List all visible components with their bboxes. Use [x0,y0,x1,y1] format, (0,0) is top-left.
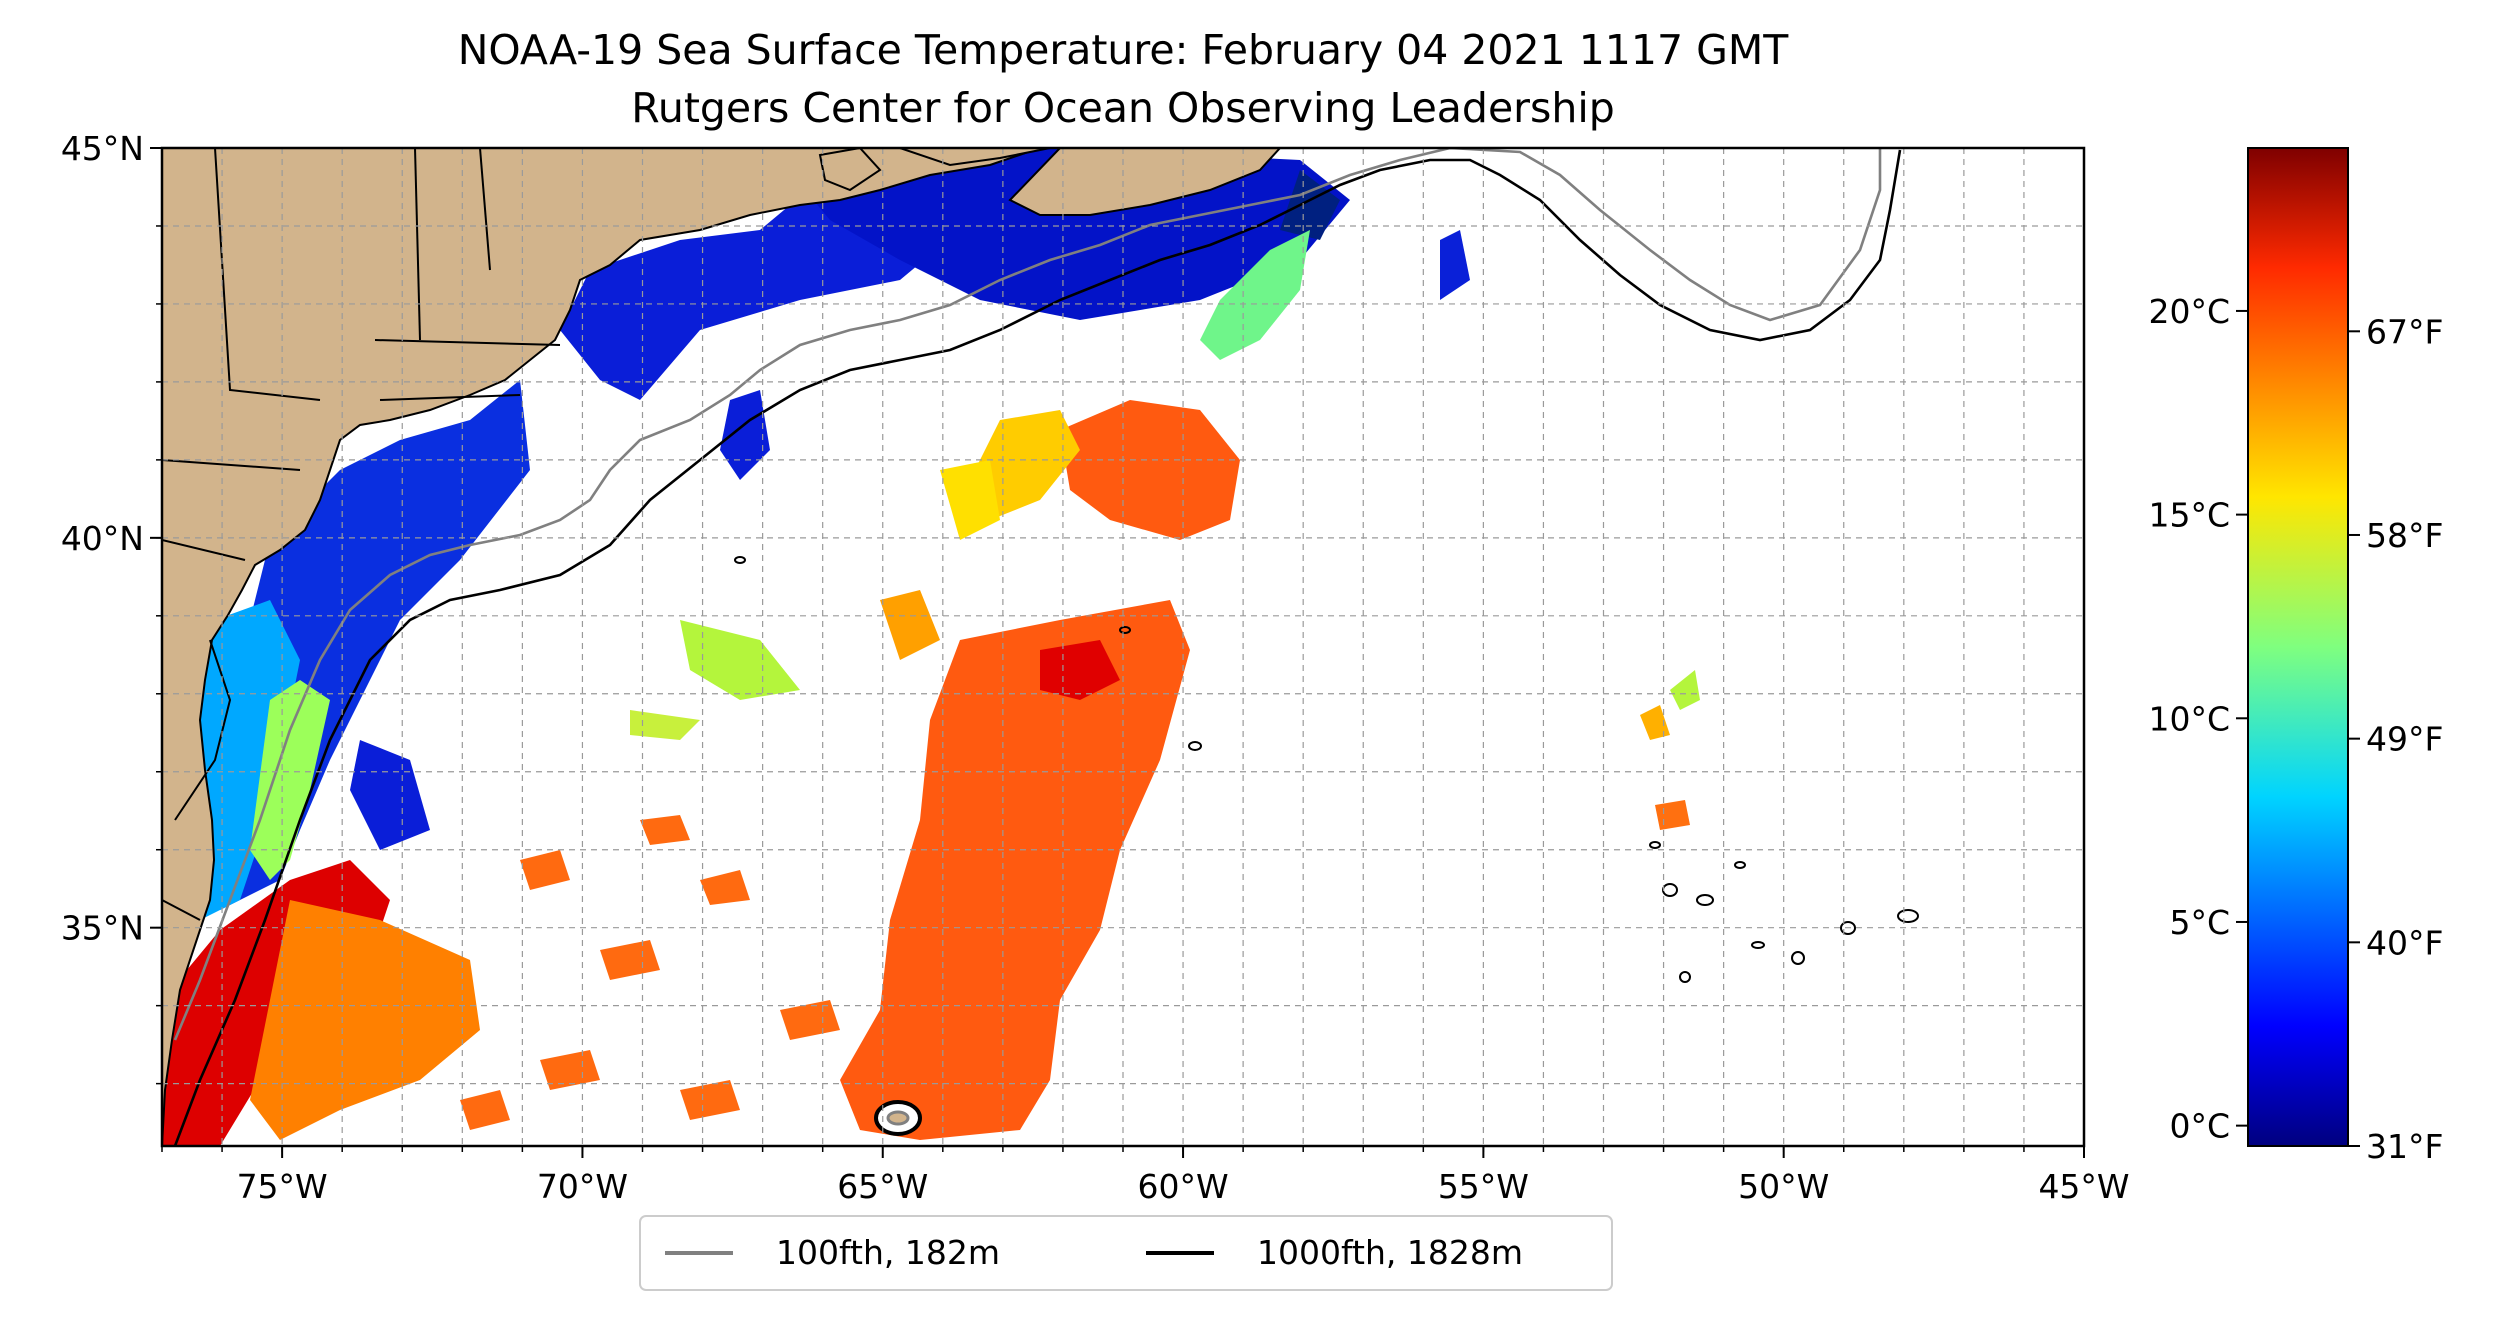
sst-yellow-edge [970,410,1080,520]
land-mainland [162,148,1041,1146]
colorbar-fahrenheit-label: 31°F [2366,1127,2443,1166]
colorbar-fahrenheit-label: 49°F [2366,720,2443,759]
sst-red-core [1040,640,1120,700]
colorbar-celsius-ticks: 0°C 5°C 10°C 15°C 20°C [2148,292,2248,1146]
title-line-2: Rutgers Center for Ocean Observing Leade… [631,84,1615,132]
sst-cold-north-2 [1280,170,1340,240]
latitude-ticks: 45°N 40°N 35°N [61,129,162,1085]
colorbar-gradient [2247,147,2349,1147]
gridlines [162,148,2084,1146]
sst-orange-patch-4 [780,1000,840,1040]
sst-orange-patch-1 [520,850,570,890]
isobath-100fth [173,148,1882,1041]
sst-yellow-edge-2 [940,460,1000,540]
land-nova-scotia [1008,148,1282,216]
sst-patch-blue-1 [720,390,770,480]
lon-tick-label: 65°W [837,1167,928,1206]
sst-lightgreen-2 [630,710,700,740]
colorbar-celsius-label: 20°C [2148,292,2230,331]
sst-green-coastal [250,680,330,880]
colorbar-fahrenheit-label: 67°F [2366,312,2443,351]
lon-tick-label: 60°W [1138,1167,1229,1206]
lon-tick-label: 50°W [1738,1167,1829,1206]
sst-azores-orange [1655,800,1690,830]
sst-azores-green [1670,670,1700,710]
sst-green-slope [1200,230,1310,360]
isobath-legend: 100fth, 182m 1000fth, 1828m [639,1215,1613,1291]
map-area [162,148,2084,1146]
legend-label-100fth: 100fth, 182m [776,1233,1000,1272]
sst-orange-main [840,600,1190,1140]
sst-orange-patch-2 [600,940,660,980]
lat-tick-label: 35°N [61,909,144,948]
colorbar-celsius-label: 0°C [2169,1107,2230,1146]
title-line-1: NOAA-19 Sea Surface Temperature: Februar… [458,26,1790,74]
bermuda-island [874,1100,922,1136]
lat-tick-label: 40°N [61,519,144,558]
colorbar-celsius-label: 15°C [2148,496,2230,535]
sst-orange-patch-6 [680,1080,740,1120]
seamount-outlines [734,556,1919,983]
longitude-ticks: 75°W 70°W 65°W 60°W 55°W 50°W 45°W [161,1146,2130,1206]
sst-orange-patch-5 [540,1050,600,1090]
state-borders [162,148,561,921]
isobath-1000fth [173,149,1902,1146]
colorbar-fahrenheit-ticks: 31°F 40°F 49°F 58°F 67°F [2348,312,2443,1166]
sst-orange-patch-3 [700,870,750,905]
colorbar-celsius-label: 5°C [2169,903,2230,942]
sst-orange-patch-8 [640,815,690,845]
sst-patch-blue-2 [350,740,430,850]
lon-tick-label: 45°W [2038,1167,2129,1206]
sst-azores-yellow [1640,705,1670,740]
lon-tick-label: 55°W [1438,1167,1529,1206]
legend-box [639,1215,1613,1291]
sst-yellow-1 [880,590,940,660]
colorbar-celsius-label: 10°C [2148,699,2230,738]
sst-gulfstream-orange [250,900,480,1140]
legend-label-1000fth: 1000fth, 1828m [1257,1233,1523,1272]
lon-tick-label: 75°W [237,1167,328,1206]
sst-orange-patch-7 [460,1090,510,1130]
land-pei [899,148,1051,167]
colorbar-fahrenheit-label: 40°F [2366,923,2443,962]
sst-cold-north-3 [1440,230,1470,300]
colorbar-fahrenheit-label: 58°F [2366,516,2443,555]
lat-tick-label: 45°N [61,129,144,168]
colorbar: 0°C 5°C 10°C 15°C 20°C 31°F 40°F 49°F 58°F 67°F [2148,147,2443,1166]
sst-warm-eddy [1060,400,1240,540]
sst-lightgreen-1 [680,620,800,700]
lon-tick-label: 70°W [537,1167,628,1206]
